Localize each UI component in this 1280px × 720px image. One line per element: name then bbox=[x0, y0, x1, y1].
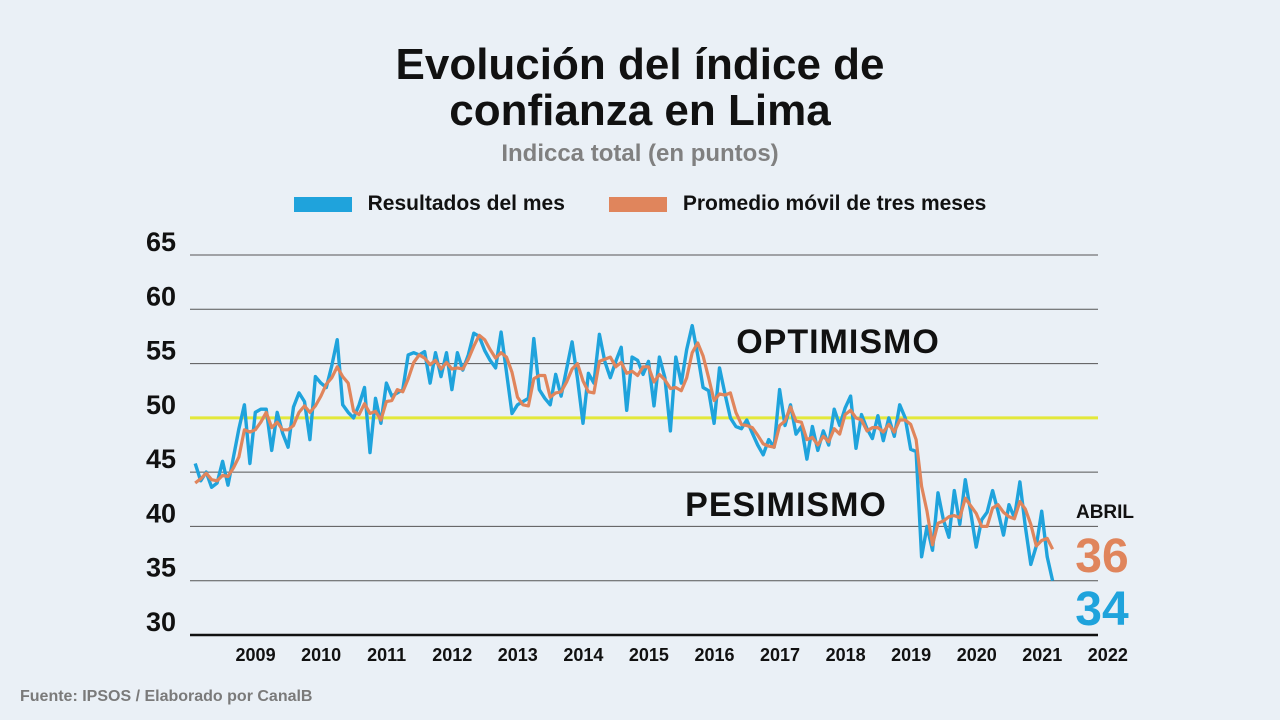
x-tick-2010: 2010 bbox=[301, 645, 341, 665]
x-tick-2022: 2022 bbox=[1088, 645, 1128, 665]
x-tick-2013: 2013 bbox=[498, 645, 538, 665]
legend-label-monthly: Resultados del mes bbox=[367, 192, 565, 215]
pessimism-label: PESIMISMO bbox=[685, 486, 887, 524]
source-note: Fuente: IPSOS / Elaborado por CanalB bbox=[20, 688, 313, 705]
series-line-moving-avg bbox=[194, 333, 1055, 550]
x-axis-ticks: 2009 2010 2011 2012 2013 2014 2015 2016 2017 2018… bbox=[236, 645, 1128, 665]
y-tick-35: 35 bbox=[146, 553, 176, 583]
y-tick-30: 30 bbox=[146, 607, 176, 637]
x-tick-2009: 2009 bbox=[236, 645, 276, 665]
latest-month-label: ABRIL bbox=[1076, 502, 1134, 523]
chart-title: Evolución del índice de confianza en Lim… bbox=[0, 42, 1280, 134]
x-tick-2017: 2017 bbox=[760, 645, 800, 665]
x-tick-2014: 2014 bbox=[563, 645, 603, 665]
y-tick-65: 65 bbox=[146, 227, 176, 257]
legend-swatch-moving-avg bbox=[608, 196, 667, 212]
legend-item-moving-avg: Promedio móvil de tres meses bbox=[608, 192, 987, 216]
series-line-monthly bbox=[193, 323, 1055, 582]
chart-subtitle: Indicca total (en puntos) bbox=[501, 140, 779, 167]
x-tick-2018: 2018 bbox=[826, 645, 866, 665]
chart-legend: Resultados del mes Promedio móvil de tre… bbox=[0, 192, 1280, 216]
legend-label-moving-avg: Promedio móvil de tres meses bbox=[682, 192, 987, 215]
chart-title-line2: confianza en Lima bbox=[449, 86, 831, 135]
x-tick-2012: 2012 bbox=[432, 645, 472, 665]
x-tick-2021: 2021 bbox=[1022, 645, 1062, 665]
x-tick-2015: 2015 bbox=[629, 645, 669, 665]
y-axis-ticks: 30 35 40 45 50 55 60 65 bbox=[146, 227, 176, 637]
y-tick-60: 60 bbox=[146, 281, 176, 311]
y-tick-50: 50 bbox=[146, 390, 176, 420]
y-tick-55: 55 bbox=[146, 336, 176, 366]
x-tick-2016: 2016 bbox=[694, 645, 734, 665]
legend-swatch-monthly bbox=[293, 196, 352, 212]
x-tick-2019: 2019 bbox=[891, 645, 931, 665]
y-tick-45: 45 bbox=[146, 444, 176, 474]
latest-monthly-value: 34 bbox=[1075, 583, 1129, 636]
optimism-label: OPTIMISMO bbox=[736, 323, 940, 361]
latest-avg-value: 36 bbox=[1075, 530, 1128, 583]
chart-title-line1: Evolución del índice de bbox=[395, 40, 885, 89]
x-tick-2011: 2011 bbox=[367, 645, 406, 665]
x-tick-2020: 2020 bbox=[957, 645, 997, 665]
legend-item-monthly: Resultados del mes bbox=[293, 192, 565, 216]
y-tick-40: 40 bbox=[146, 498, 176, 528]
